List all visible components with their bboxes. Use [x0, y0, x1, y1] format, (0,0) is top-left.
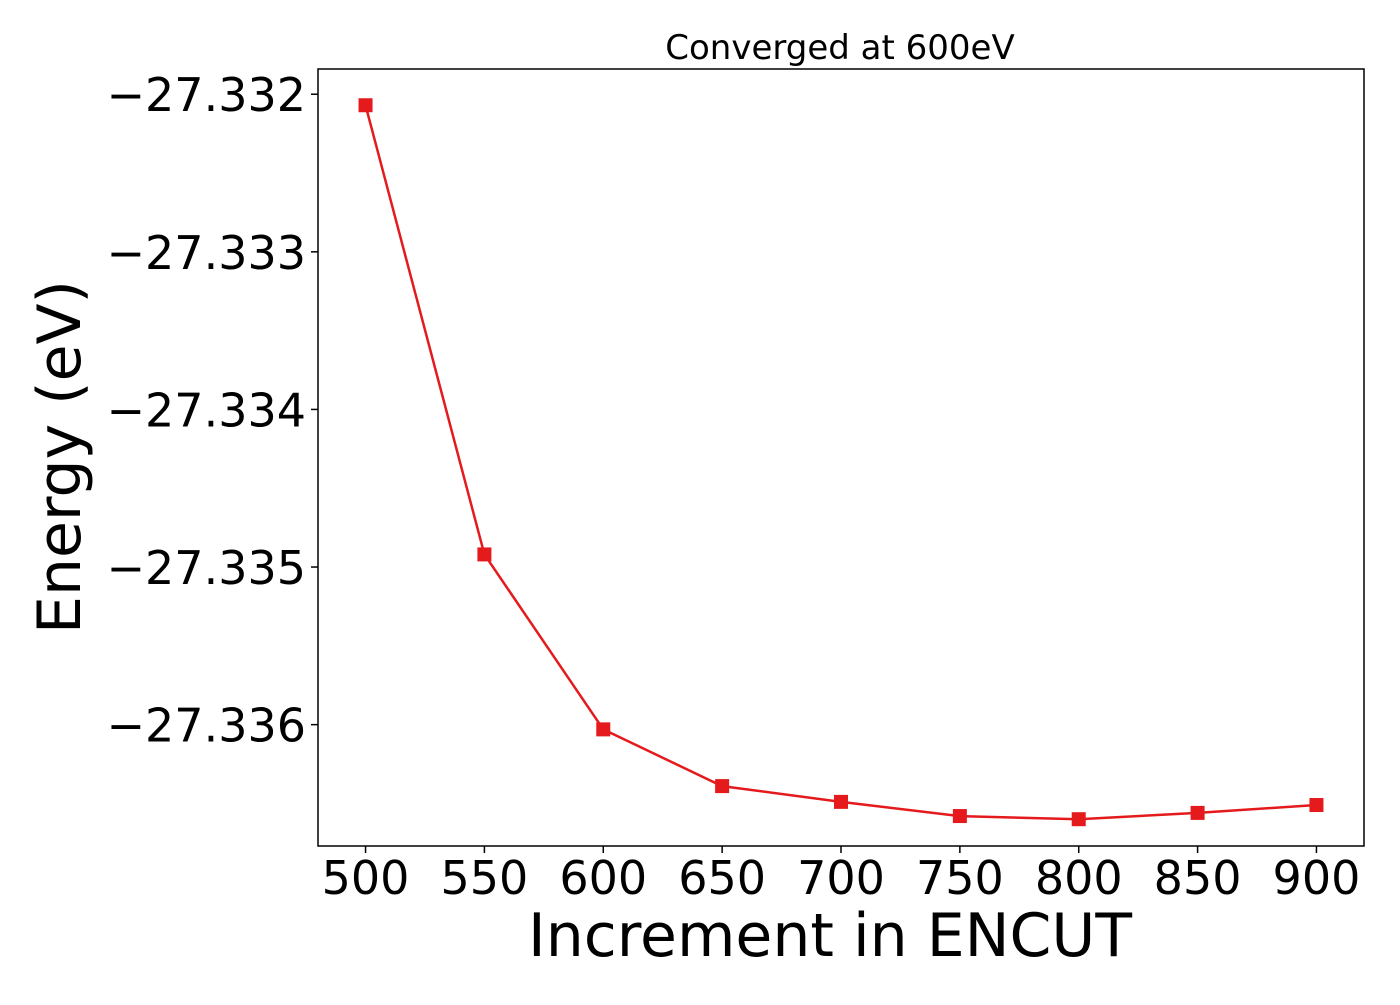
- chart-title: Converged at 600eV: [665, 28, 1014, 68]
- x-axis: 500 550 600 650 700 750 800 850 900: [322, 846, 1361, 905]
- y-tick-label: −27.332: [107, 68, 307, 122]
- data-point: [1309, 798, 1324, 813]
- y-tick-label: −27.336: [107, 699, 307, 753]
- series-layer: [358, 98, 1324, 827]
- data-point: [596, 722, 611, 737]
- x-tick-label: 500: [322, 851, 410, 905]
- x-tick-label: 750: [916, 851, 1004, 905]
- data-point: [1071, 812, 1086, 827]
- y-tick-label: −27.335: [107, 541, 307, 595]
- x-axis-label: Increment in ENCUT: [528, 901, 1132, 971]
- data-point: [358, 98, 373, 113]
- y-axis-label: Energy (eV): [25, 280, 95, 634]
- series-line: [364, 104, 1317, 821]
- x-tick-label: 550: [441, 851, 529, 905]
- y-tick-label: −27.334: [107, 383, 307, 437]
- y-axis: −27.332 −27.333 −27.334 −27.335 −27.336: [107, 68, 318, 753]
- x-tick-label: 700: [797, 851, 885, 905]
- plot-frame: [317, 68, 1365, 847]
- x-tick-label: 900: [1273, 851, 1361, 905]
- data-point: [477, 547, 492, 562]
- plot-area: [317, 68, 1365, 847]
- x-tick-label: 650: [678, 851, 766, 905]
- data-point: [952, 809, 967, 824]
- x-tick-label: 600: [559, 851, 647, 905]
- x-tick-label: 800: [1035, 851, 1123, 905]
- data-point: [834, 794, 848, 809]
- data-point: [715, 779, 730, 794]
- y-tick-label: −27.333: [107, 226, 307, 280]
- data-point: [1190, 805, 1205, 820]
- x-tick-label: 850: [1154, 851, 1242, 905]
